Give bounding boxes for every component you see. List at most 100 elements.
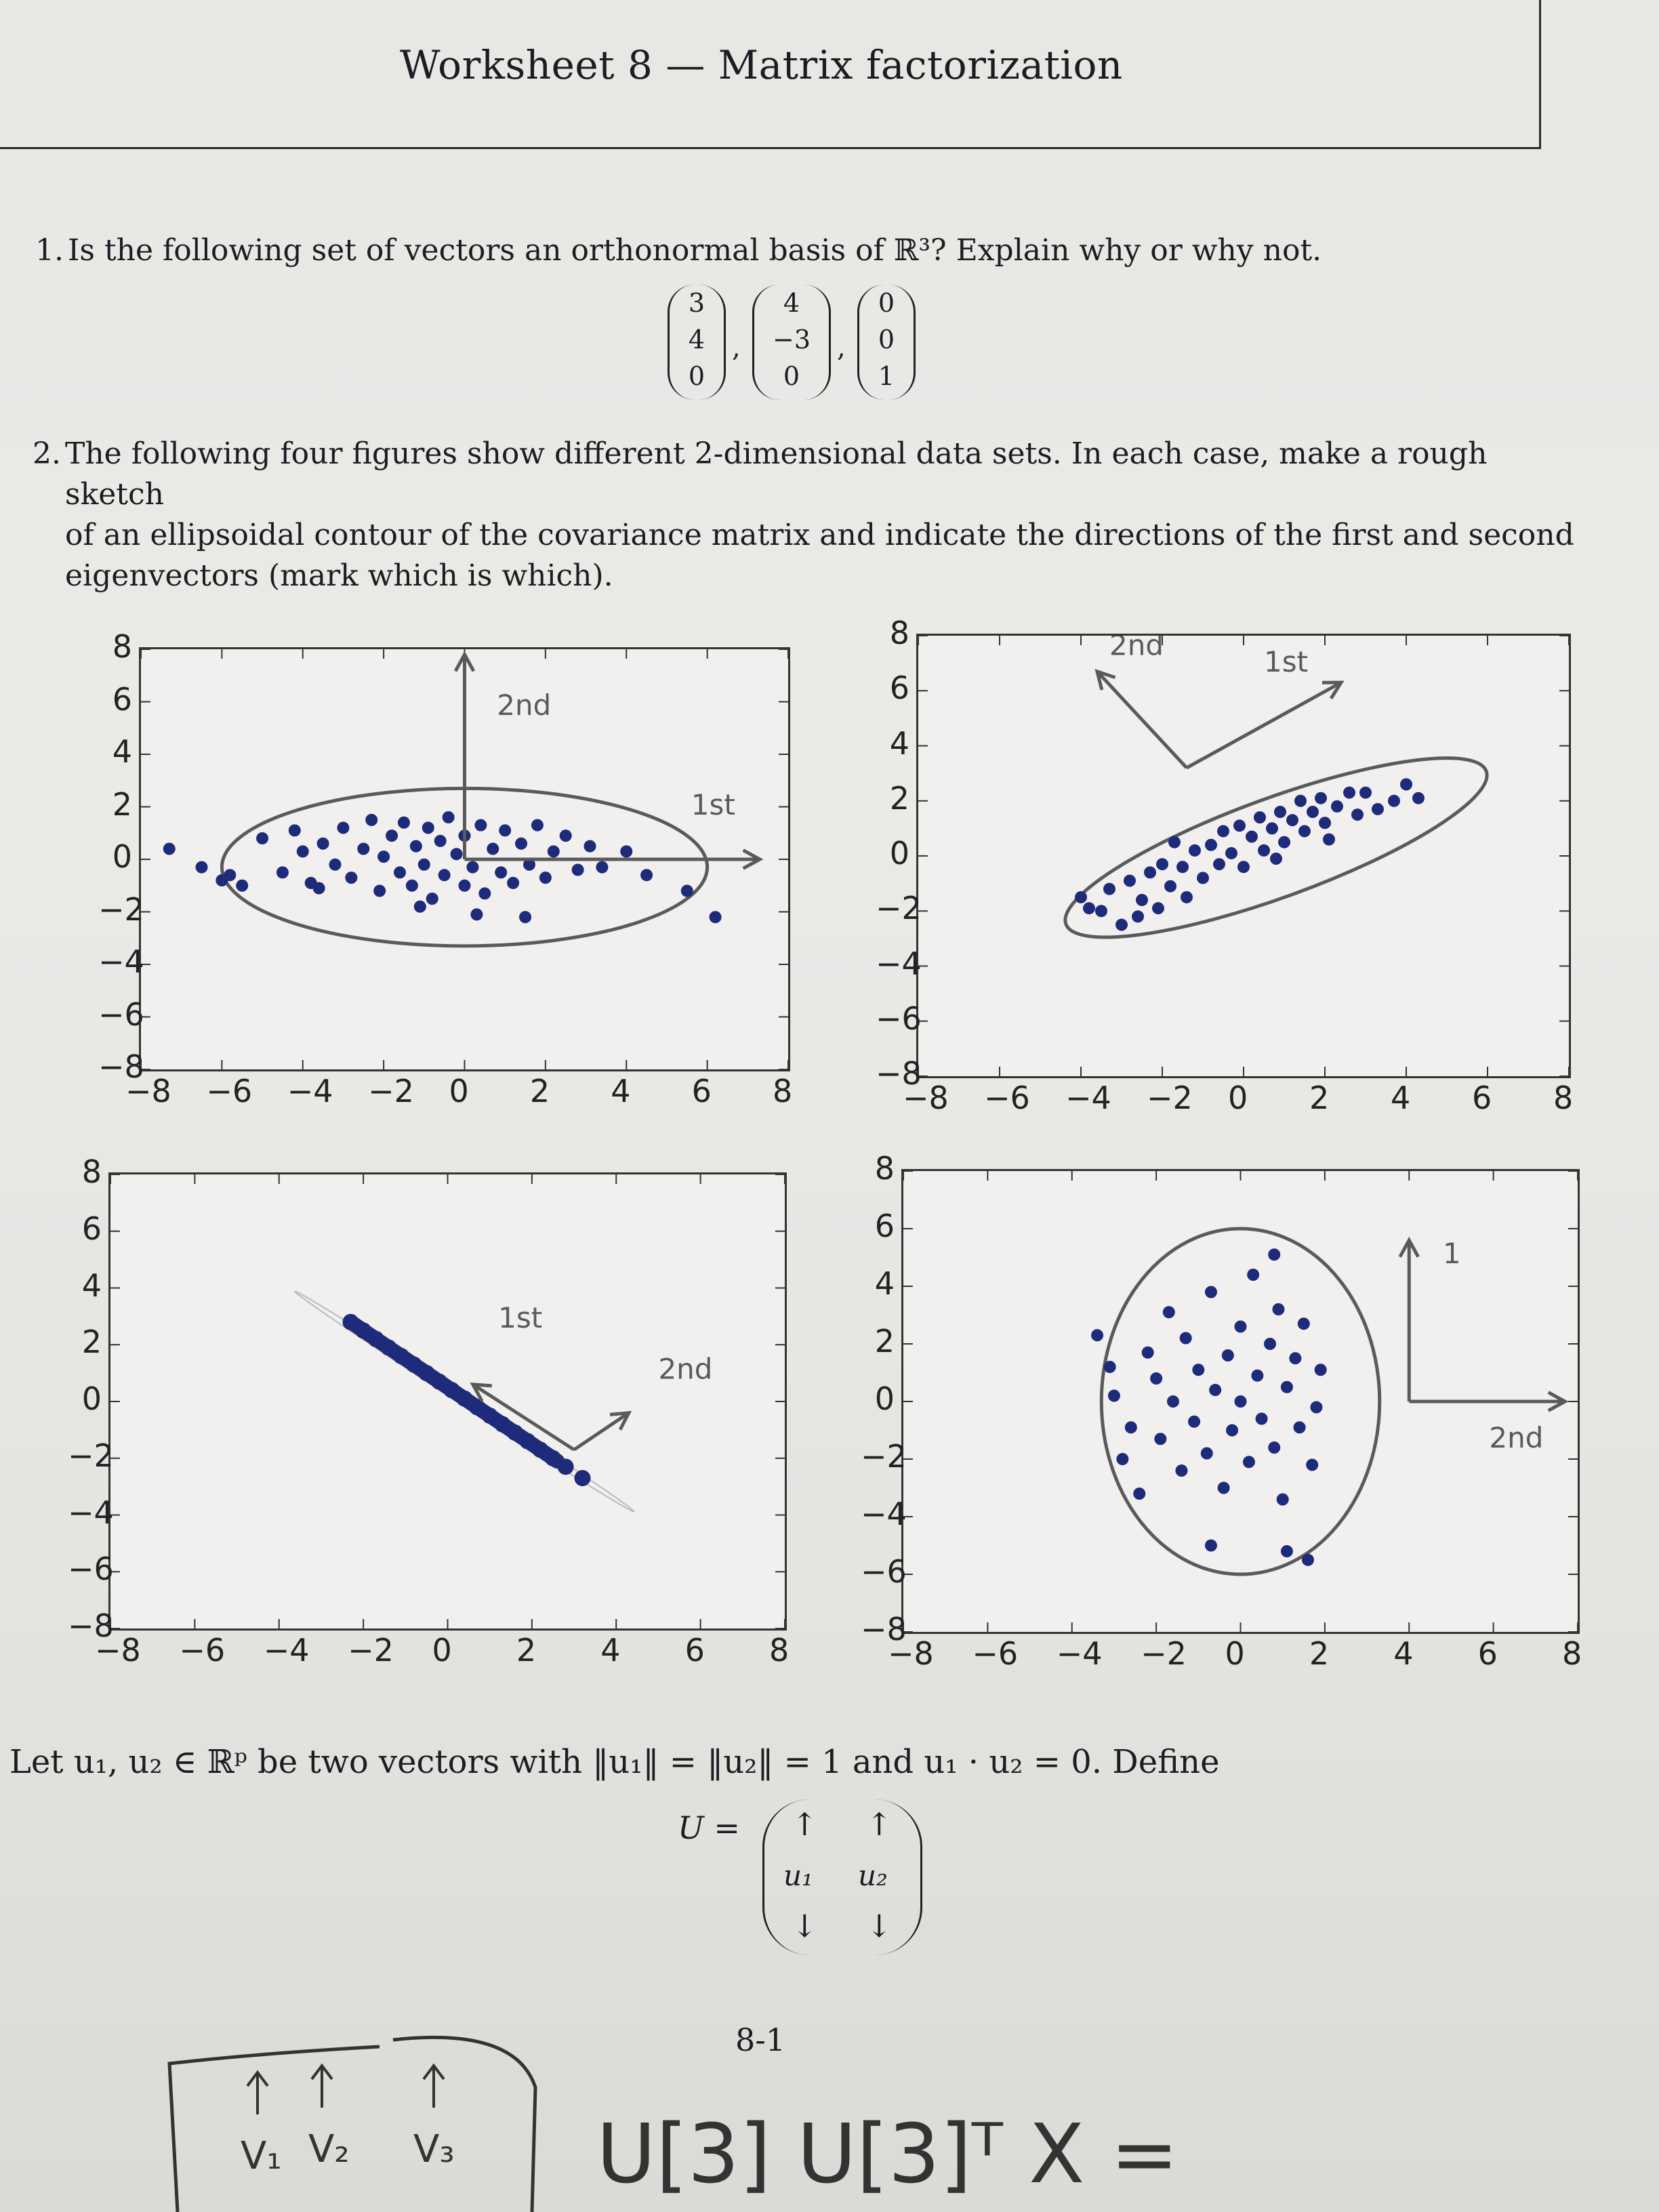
data-point <box>1242 1456 1255 1469</box>
y-tick-label: 6 <box>81 1210 102 1247</box>
vector-1-entry-1: 3 <box>688 288 705 318</box>
first-eigenvector-label: 1st <box>691 788 735 821</box>
data-point <box>1179 1332 1192 1345</box>
handwritten-v2: V₂ <box>308 2127 350 2171</box>
data-point <box>1200 1447 1213 1460</box>
first-eigenvector-arrow <box>1185 680 1345 770</box>
matrix-u: ↑ ↑ u₁ u₂ ↓ ↓ <box>762 1799 922 1955</box>
data-point <box>1075 890 1087 903</box>
data-point <box>1103 882 1115 895</box>
data-point <box>1154 1433 1167 1446</box>
data-point <box>1388 794 1400 807</box>
x-tick-label: −6 <box>179 1632 226 1668</box>
y-tick-label: −6 <box>98 996 144 1033</box>
data-point <box>1217 825 1229 838</box>
x-tick-label: 4 <box>611 1073 631 1109</box>
data-point <box>312 882 325 895</box>
data-point <box>337 821 350 834</box>
data-point <box>1152 902 1164 915</box>
data-point <box>1189 844 1201 857</box>
second-eigenvector-arrow <box>1094 668 1188 769</box>
first-eigenvector-label: 1st <box>498 1301 542 1334</box>
handwritten-formula: U[3] U[3]ᵀ X = <box>596 2108 1179 2202</box>
x-tick-label: 6 <box>691 1073 712 1109</box>
handwritten-v1: V₁ <box>241 2134 282 2178</box>
vector-1: 3 4 0 <box>668 285 726 400</box>
data-point <box>574 1470 591 1487</box>
data-point <box>1258 844 1270 857</box>
data-point <box>1323 833 1335 846</box>
matrix-lhs: U = <box>678 1809 740 1846</box>
data-point <box>397 816 410 829</box>
scatter-canvas: 2nd 1st <box>141 649 788 1069</box>
x-tick-label: −2 <box>1141 1635 1187 1672</box>
data-point <box>1319 817 1331 830</box>
data-point <box>1124 1421 1137 1434</box>
x-tick-label: −6 <box>984 1080 1030 1116</box>
data-point <box>458 879 471 892</box>
question-2-line-1: The following four figures show differen… <box>65 436 1488 512</box>
data-point <box>1372 802 1384 815</box>
data-point <box>1270 853 1282 865</box>
question-2-line-3: eigenvectors (mark which is which). <box>65 558 613 593</box>
data-point <box>1278 836 1290 848</box>
second-eigenvector-arrow <box>573 1410 632 1452</box>
data-point <box>365 813 378 826</box>
down-arrow-icon: ↓ <box>792 1908 818 1944</box>
x-tick-label: −6 <box>972 1635 1019 1672</box>
y-tick-label: −6 <box>876 1000 922 1037</box>
y-tick-label: −2 <box>98 890 144 928</box>
vector-1-entry-3: 0 <box>688 361 705 391</box>
y-tick-label: −8 <box>861 1611 907 1647</box>
data-point <box>1251 1369 1264 1382</box>
vector-2-entry-3: 0 <box>783 361 800 391</box>
handwritten-v3: V₃ <box>413 2127 455 2171</box>
y-tick-label: 2 <box>874 1323 895 1359</box>
data-point <box>1343 786 1355 799</box>
data-point <box>583 840 596 853</box>
data-point <box>1246 830 1258 843</box>
scatter-canvas: 2nd 1st <box>918 636 1569 1076</box>
data-point <box>163 842 176 855</box>
data-point <box>1150 1372 1163 1385</box>
x-tick-label: −2 <box>1147 1080 1193 1116</box>
data-point <box>357 842 370 855</box>
y-tick-label: 4 <box>112 733 132 770</box>
data-point <box>373 884 386 897</box>
data-point <box>224 869 237 882</box>
y-tick-label: 6 <box>889 670 909 707</box>
data-point <box>1226 1424 1239 1437</box>
bottom-handwriting: V₁ V₂ V₃ U[3] U[3]ᵀ X = <box>167 2035 1179 2212</box>
data-point <box>329 858 342 871</box>
data-point <box>1164 880 1176 893</box>
y-tick-label: 4 <box>889 724 909 762</box>
data-point <box>1306 1458 1319 1471</box>
data-point <box>1141 1346 1154 1359</box>
scatter-plot-4: 1 2nd <box>901 1169 1580 1634</box>
data-point <box>1225 846 1237 859</box>
data-point <box>1237 861 1250 874</box>
y-tick-label: 6 <box>874 1208 895 1244</box>
data-point <box>1264 1338 1277 1350</box>
y-tick-label: −2 <box>876 890 922 927</box>
data-point <box>547 845 560 858</box>
data-point <box>507 876 520 889</box>
second-eigenvector-label: 2nd <box>497 689 551 722</box>
definition-text: Let u₁, u₂ ∈ ℝᵖ be two vectors with ‖u₁‖… <box>9 1743 1220 1781</box>
data-point <box>296 845 309 858</box>
data-line <box>343 1314 565 1469</box>
page-number: 8-1 <box>735 2022 786 2058</box>
x-tick-label: 0 <box>1225 1635 1245 1672</box>
x-tick-label: −4 <box>287 1073 333 1109</box>
data-point <box>1289 1352 1302 1365</box>
y-tick-label: 0 <box>81 1380 102 1417</box>
data-point <box>345 872 358 884</box>
first-eigenvector-arrow <box>1398 1236 1420 1401</box>
x-tick-label: 4 <box>1393 1635 1414 1672</box>
x-tick-label: 2 <box>529 1073 550 1109</box>
data-point <box>1307 806 1319 818</box>
data-point <box>1280 1545 1293 1557</box>
y-tick-label: −8 <box>68 1607 114 1644</box>
data-point <box>1221 1349 1234 1361</box>
y-tick-label: 2 <box>889 779 909 817</box>
